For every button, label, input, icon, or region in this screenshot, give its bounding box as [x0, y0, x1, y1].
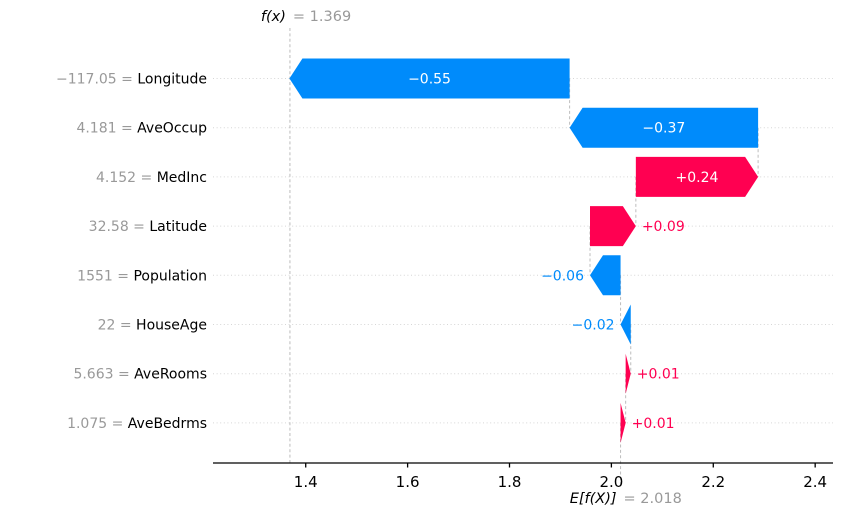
ef-annotation-name: E[f(X)]: [570, 491, 617, 507]
shap-bar-longitude: [289, 58, 570, 99]
shap-bar-medinc: [635, 156, 759, 197]
x-axis-tick-label: 1.6: [396, 473, 420, 491]
bar-value-label: −0.37: [642, 121, 685, 137]
x-axis-tick-label: 2.0: [599, 473, 623, 491]
feature-tick-label: 1551 = Population: [77, 268, 207, 284]
shap-bar-latitude: [589, 206, 636, 247]
feature-tick-label: 1.075 = AveBedrms: [67, 416, 207, 432]
feature-tick-label: 5.663 = AveRooms: [73, 367, 207, 383]
feature-tick-label: 32.58 = Latitude: [89, 219, 207, 235]
x-axis-tick-label: 2.4: [803, 473, 827, 491]
fx-annotation-name: f(x): [261, 9, 286, 25]
bar-value-label: −0.06: [541, 268, 584, 284]
bar-value-label: −0.02: [572, 318, 615, 334]
feature-tick-label: 4.181 = AveOccup: [76, 121, 207, 137]
feature-tick-label: 4.152 = MedInc: [96, 170, 207, 186]
bar-value-label: +0.01: [632, 416, 675, 432]
ef-annotation-value: = 2.018: [624, 491, 682, 507]
x-axis-tick-label: 2.2: [701, 473, 725, 491]
shap-bar-population: [589, 255, 621, 296]
bar-value-label: −0.55: [408, 72, 451, 88]
shap-bar-avebedrms: [620, 402, 626, 443]
shap-bar-averooms: [625, 353, 631, 394]
bar-value-label: +0.01: [637, 367, 680, 383]
x-axis-tick-label: 1.4: [294, 473, 318, 491]
bar-value-label: +0.09: [642, 219, 685, 235]
shap-bar-aveoccup: [569, 107, 759, 148]
bar-value-label: +0.24: [676, 170, 719, 186]
shap-bar-houseage: [620, 304, 631, 345]
feature-tick-label: 22 = HouseAge: [98, 318, 207, 334]
feature-tick-label: −117.05 = Longitude: [56, 72, 207, 88]
x-axis-tick-label: 1.8: [498, 473, 522, 491]
fx-annotation-value: = 1.369: [293, 9, 351, 25]
